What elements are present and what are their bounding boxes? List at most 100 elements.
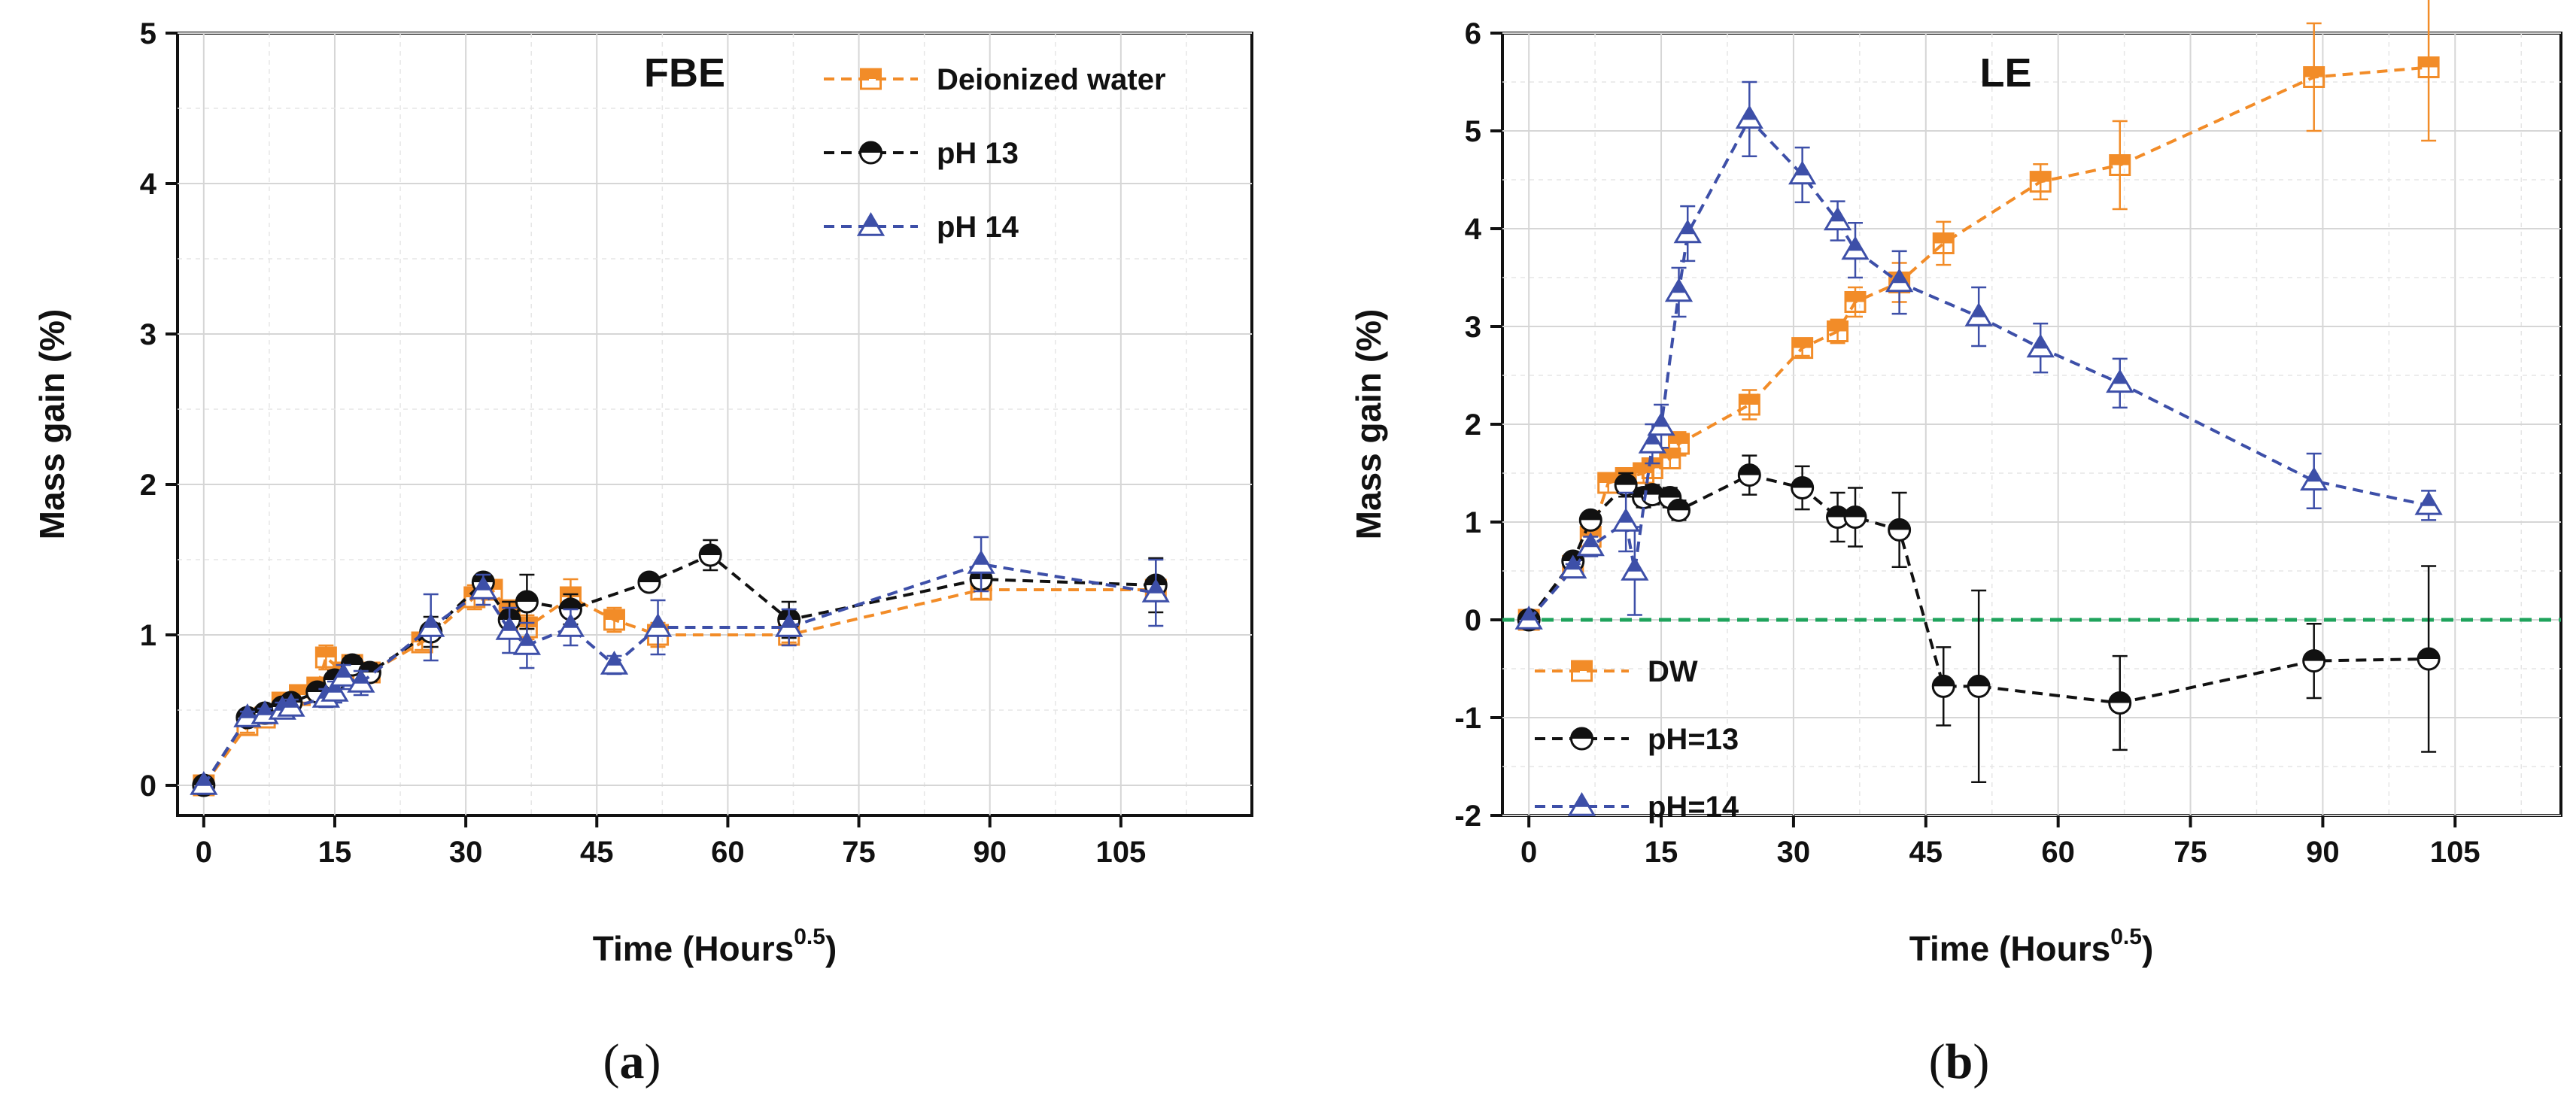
panel-b-s0-point-3-top bbox=[1598, 473, 1618, 483]
panel-b-s2-point-13-top bbox=[1891, 270, 1907, 284]
panel-b-s0-point-16 bbox=[2109, 154, 2131, 176]
panel-a-title: FBE bbox=[644, 50, 725, 96]
panel-a-legend-item-2: pH 14 bbox=[824, 211, 1019, 244]
panel-b-s1-point-15-top bbox=[2109, 692, 2131, 703]
panel-a-ytick-label-1: 1 bbox=[140, 619, 156, 652]
panel-b-ytick-label-7: 5 bbox=[1465, 115, 1481, 148]
panel-b-y-axis-label: Mass gain (%) bbox=[1349, 309, 1388, 540]
panel-b-ytick-label-0: -2 bbox=[1454, 800, 1481, 833]
panel-b-xtick-label-60: 60 bbox=[2041, 836, 2075, 869]
panel-a-s2-point-1-top bbox=[239, 706, 255, 718]
panel-a-x-axis-label: Time (Hours0.5) bbox=[593, 924, 837, 968]
panel-a-s1-point-12-top bbox=[516, 591, 538, 602]
panel-b-s0-point-10-top bbox=[1792, 338, 1812, 348]
panel-b-s1-point-13-top bbox=[1933, 675, 1955, 687]
panel-b-s0-point-17-top bbox=[2304, 67, 2324, 77]
panel-b-s2-point-5-top bbox=[1645, 432, 1660, 445]
panel-b-s0-point-15 bbox=[2029, 171, 2052, 193]
panel-a-s1-point-15-top bbox=[700, 545, 721, 555]
panel-a-s0-point-6-top bbox=[316, 648, 336, 657]
panel-b-title: LE bbox=[1979, 50, 2031, 96]
panel-a-s1-point-13-top bbox=[560, 599, 582, 609]
panel-b-legend-label-1: pH=13 bbox=[1648, 723, 1739, 756]
panel-b-ytick-label-5: 3 bbox=[1465, 311, 1481, 344]
panel-b-xtick-label-30: 30 bbox=[1777, 836, 1811, 869]
panel-b-series-0 bbox=[1517, 0, 2440, 631]
panel-b-ytick-label-8: 6 bbox=[1465, 17, 1481, 50]
panel-b-legend-item-0: DW bbox=[1535, 655, 1698, 688]
panel-b-s1-point-16-top bbox=[2303, 650, 2325, 661]
panel-a-s2-point-4-top bbox=[284, 695, 299, 708]
panel-b-s0-point-10 bbox=[1791, 337, 1814, 360]
panel-b-xtick-label-105: 105 bbox=[2430, 836, 2480, 869]
panel-b-s0-point-12-top bbox=[1845, 292, 1865, 302]
panel-a-xtick-label-90: 90 bbox=[973, 836, 1007, 869]
panel-a-ytick-label-2: 2 bbox=[140, 469, 156, 502]
panel-b-xtick-label-75: 75 bbox=[2174, 836, 2207, 869]
panel-a-s2-point-0-top bbox=[196, 773, 211, 786]
panel-b-s1-point-12-top bbox=[1888, 519, 1910, 530]
panel-b-legend-marker-1-top bbox=[1571, 728, 1593, 739]
panel-a-s2-point-14-top bbox=[606, 653, 622, 666]
panel-b-s2-point-0-top bbox=[1521, 608, 1537, 621]
panel-b-s0-point-12 bbox=[1844, 291, 1867, 313]
panel-b-ytick-label-1: -1 bbox=[1454, 702, 1481, 735]
panel-b-grid bbox=[1502, 32, 2561, 816]
panel-b-s2-point-16-top bbox=[2112, 371, 2128, 384]
panel-a-xtick-label-60: 60 bbox=[711, 836, 745, 869]
panel-b-s0-point-8-top bbox=[1669, 434, 1689, 444]
panel-a-xtick-label-0: 0 bbox=[196, 836, 212, 869]
panel-a-ytick-label-4: 4 bbox=[140, 168, 157, 201]
panel-b-s0-point-14 bbox=[1932, 232, 1955, 254]
panel-b-s2-point-12-top bbox=[1848, 238, 1863, 251]
panel-b-legend-label-0: DW bbox=[1648, 655, 1698, 688]
panel-b-xtick-label-15: 15 bbox=[1645, 836, 1678, 869]
panel-a-legend: Deionized water pH 13 pH 14 bbox=[824, 63, 1166, 244]
panel-b-s2-point-14-top bbox=[1971, 305, 1987, 317]
panel-b-data bbox=[1502, 0, 2561, 784]
panel-b-legend-marker-2-top bbox=[1574, 794, 1590, 807]
panel-a-grid bbox=[178, 32, 1252, 815]
panel-b-series-2 bbox=[1514, 80, 2443, 630]
panel-a-legend-item-1: pH 13 bbox=[824, 137, 1019, 170]
panel-b-ytick-label-6: 4 bbox=[1465, 213, 1482, 246]
panel-a-xtick-label-45: 45 bbox=[580, 836, 614, 869]
panel-b-s2-point-4-top bbox=[1627, 559, 1642, 572]
panel-a-s0-point-6 bbox=[314, 646, 337, 669]
panel-b-s0-point-11 bbox=[1827, 320, 1849, 342]
panel-b-ytick-label-3: 1 bbox=[1465, 506, 1481, 539]
panel-b-ytick-label-4: 2 bbox=[1465, 408, 1481, 442]
panel-b-s2-point-8-top bbox=[1680, 221, 1696, 235]
panel-a-ytick-label-3: 3 bbox=[140, 318, 156, 351]
panel-b-legend-marker-0-top bbox=[1572, 661, 1592, 671]
panel-b-s0-point-16-top bbox=[2110, 155, 2130, 165]
panel-a-s2-point-10-top bbox=[475, 578, 491, 590]
panel-a-s2-point-12-top bbox=[519, 633, 535, 646]
panel-b-s2-point-18-top bbox=[2421, 493, 2437, 506]
panel-a-legend-marker-1-top bbox=[860, 142, 882, 153]
panel-b-legend-item-2: pH=14 bbox=[1535, 791, 1739, 824]
panel-b-s0-point-8 bbox=[1668, 433, 1690, 455]
panel-b-s1-point-17-top bbox=[2418, 648, 2440, 659]
panel-a-s0-point-16-top bbox=[604, 610, 624, 620]
panel-b-legend-label-2: pH=14 bbox=[1648, 791, 1739, 824]
panel-a-s2-point-15-top bbox=[650, 615, 666, 628]
panel-b-legend: DW pH=13 pH=14 bbox=[1535, 655, 1739, 824]
panel-b-s0-point-14-top bbox=[1934, 233, 1954, 244]
panel-a-s1-point-14-top bbox=[638, 572, 660, 582]
panel-a-s2-point-17-top bbox=[974, 552, 989, 565]
panel-a-xtick-label-75: 75 bbox=[842, 836, 876, 869]
panel-b-s1-point-2-top bbox=[1580, 509, 1602, 521]
panel-b-legend-marker-0 bbox=[1571, 660, 1593, 682]
panel-a-xtick-label-15: 15 bbox=[318, 836, 352, 869]
panel-a-ytick-label-0: 0 bbox=[140, 770, 156, 803]
panel-b-caption: (b) bbox=[1929, 1034, 1990, 1089]
panel-b-s1-point-3-top bbox=[1615, 474, 1637, 485]
panel-b-legend-item-1: pH=13 bbox=[1535, 723, 1739, 756]
panel-b-s0-point-17 bbox=[2303, 66, 2325, 88]
panel-b-s2-point-1-top bbox=[1565, 557, 1581, 570]
panel-a-legend-label-2: pH 14 bbox=[937, 211, 1019, 244]
panel-b-s1-point-14-top bbox=[1968, 675, 1990, 687]
